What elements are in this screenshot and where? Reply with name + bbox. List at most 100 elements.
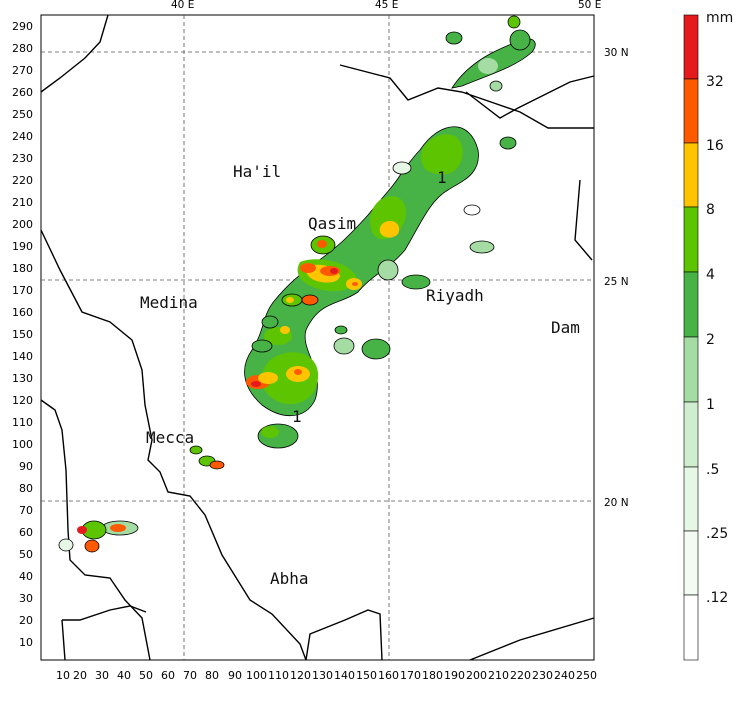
y-tick-label: 130 bbox=[12, 372, 33, 385]
city-label-mecca: Mecca bbox=[146, 428, 194, 447]
legend-swatch-025-05 bbox=[683, 466, 699, 532]
y-tick-label: 80 bbox=[19, 482, 33, 495]
x-tick-label: 140 bbox=[334, 669, 355, 682]
x-tick-label: 200 bbox=[466, 669, 487, 682]
legend-swatch-below-012 bbox=[683, 594, 699, 661]
contour-marks: 1 1 bbox=[292, 168, 447, 426]
x-tick-label: 40 bbox=[117, 669, 131, 682]
city-label-medina: Medina bbox=[140, 293, 198, 312]
legend-labels: mm 32 16 8 4 2 1 .5 .25 .12 bbox=[706, 10, 733, 606]
coastlines bbox=[40, 14, 595, 661]
legend-swatch-2-4 bbox=[683, 271, 699, 338]
x-tick-label: 110 bbox=[268, 669, 289, 682]
y-tick-label: 20 bbox=[19, 614, 33, 627]
city-label-dam: Dam bbox=[551, 318, 580, 337]
y-tick-label: 40 bbox=[19, 570, 33, 583]
x-tick-label: 70 bbox=[183, 669, 197, 682]
contour-mark: 1 bbox=[437, 168, 447, 187]
x-tick-label: 60 bbox=[161, 669, 175, 682]
y-tick-labels: 10 20 30 40 50 60 70 80 90 100 110 120 1… bbox=[12, 20, 33, 649]
x-tick-label: 220 bbox=[510, 669, 531, 682]
legend-level: .12 bbox=[706, 590, 728, 606]
legend-swatch-8-16 bbox=[683, 142, 699, 208]
legend-swatch-1-2 bbox=[683, 336, 699, 403]
x-tick-label: 50 bbox=[139, 669, 153, 682]
legend-swatch-16-32 bbox=[683, 78, 699, 144]
y-tick-label: 220 bbox=[12, 174, 33, 187]
x-tick-label: 90 bbox=[228, 669, 242, 682]
legend-level: 16 bbox=[706, 138, 724, 154]
legend-level: 8 bbox=[706, 202, 715, 218]
y-tick-label: 280 bbox=[12, 42, 33, 55]
longitude-labels: 40 E 45 E 50 E bbox=[171, 0, 601, 11]
legend-level: 4 bbox=[706, 267, 715, 283]
y-tick-label: 200 bbox=[12, 218, 33, 231]
x-tick-label: 100 bbox=[246, 669, 267, 682]
legend-level: .5 bbox=[706, 462, 719, 478]
y-tick-label: 160 bbox=[12, 306, 33, 319]
legend-level: 32 bbox=[706, 74, 724, 90]
x-tick-label: 240 bbox=[554, 669, 575, 682]
latitude-labels: 30 N 25 N 20 N bbox=[604, 47, 629, 509]
x-tick-label: 190 bbox=[444, 669, 465, 682]
y-tick-label: 70 bbox=[19, 504, 33, 517]
rainfall-field bbox=[58, 15, 536, 553]
x-tick-label: 250 bbox=[576, 669, 597, 682]
x-tick-label: 150 bbox=[356, 669, 377, 682]
lon-label-50e: 50 E bbox=[578, 0, 601, 11]
lon-label-40e: 40 E bbox=[171, 0, 194, 11]
y-tick-label: 190 bbox=[12, 240, 33, 253]
y-tick-label: 110 bbox=[12, 416, 33, 429]
y-tick-label: 90 bbox=[19, 460, 33, 473]
x-tick-label: 30 bbox=[95, 669, 109, 682]
y-tick-label: 230 bbox=[12, 152, 33, 165]
y-tick-label: 290 bbox=[12, 20, 33, 33]
legend-level: .25 bbox=[706, 526, 728, 542]
legend-colorbar bbox=[683, 14, 699, 661]
legend-swatch-05-1 bbox=[683, 401, 699, 468]
x-tick-label: 210 bbox=[488, 669, 509, 682]
y-tick-label: 180 bbox=[12, 262, 33, 275]
y-tick-label: 100 bbox=[12, 438, 33, 451]
city-label-abha: Abha bbox=[270, 569, 309, 588]
city-label-qasim: Qasim bbox=[308, 214, 356, 233]
x-tick-label: 120 bbox=[290, 669, 311, 682]
legend-unit: mm bbox=[706, 10, 733, 26]
plot-frame bbox=[40, 14, 595, 661]
x-tick-labels: 10 20 30 40 50 60 70 80 90 100 110 120 1… bbox=[56, 669, 597, 682]
x-tick-label: 180 bbox=[422, 669, 443, 682]
y-tick-label: 260 bbox=[12, 86, 33, 99]
y-tick-label: 270 bbox=[12, 64, 33, 77]
lat-label-25n: 25 N bbox=[604, 276, 629, 288]
city-labels: Ha'il Qasim Medina Riyadh Dam Mecca Abha bbox=[140, 162, 580, 588]
x-tick-label: 130 bbox=[312, 669, 333, 682]
legend-swatch-012-025 bbox=[683, 530, 699, 596]
y-tick-label: 10 bbox=[19, 636, 33, 649]
lat-label-30n: 30 N bbox=[604, 47, 629, 59]
y-tick-label: 240 bbox=[12, 130, 33, 143]
contour-mark: 1 bbox=[292, 407, 302, 426]
y-tick-label: 150 bbox=[12, 328, 33, 341]
y-tick-label: 140 bbox=[12, 350, 33, 363]
y-tick-label: 60 bbox=[19, 526, 33, 539]
legend-swatch-4-8 bbox=[683, 206, 699, 273]
y-tick-label: 120 bbox=[12, 394, 33, 407]
x-tick-label: 160 bbox=[378, 669, 399, 682]
legend-level: 2 bbox=[706, 332, 715, 348]
y-tick-label: 50 bbox=[19, 548, 33, 561]
legend-level: 1 bbox=[706, 397, 715, 413]
city-label-riyadh: Riyadh bbox=[426, 286, 484, 305]
y-tick-label: 170 bbox=[12, 284, 33, 297]
legend-swatch-32-plus bbox=[683, 14, 699, 80]
lat-label-20n: 20 N bbox=[604, 497, 629, 509]
x-tick-label: 170 bbox=[400, 669, 421, 682]
lon-label-45e: 45 E bbox=[375, 0, 398, 11]
y-tick-label: 30 bbox=[19, 592, 33, 605]
x-tick-label: 10 bbox=[56, 669, 70, 682]
y-tick-label: 250 bbox=[12, 108, 33, 121]
x-tick-label: 20 bbox=[73, 669, 87, 682]
y-tick-label: 210 bbox=[12, 196, 33, 209]
city-label-hail: Ha'il bbox=[233, 162, 281, 181]
x-tick-label: 80 bbox=[205, 669, 219, 682]
